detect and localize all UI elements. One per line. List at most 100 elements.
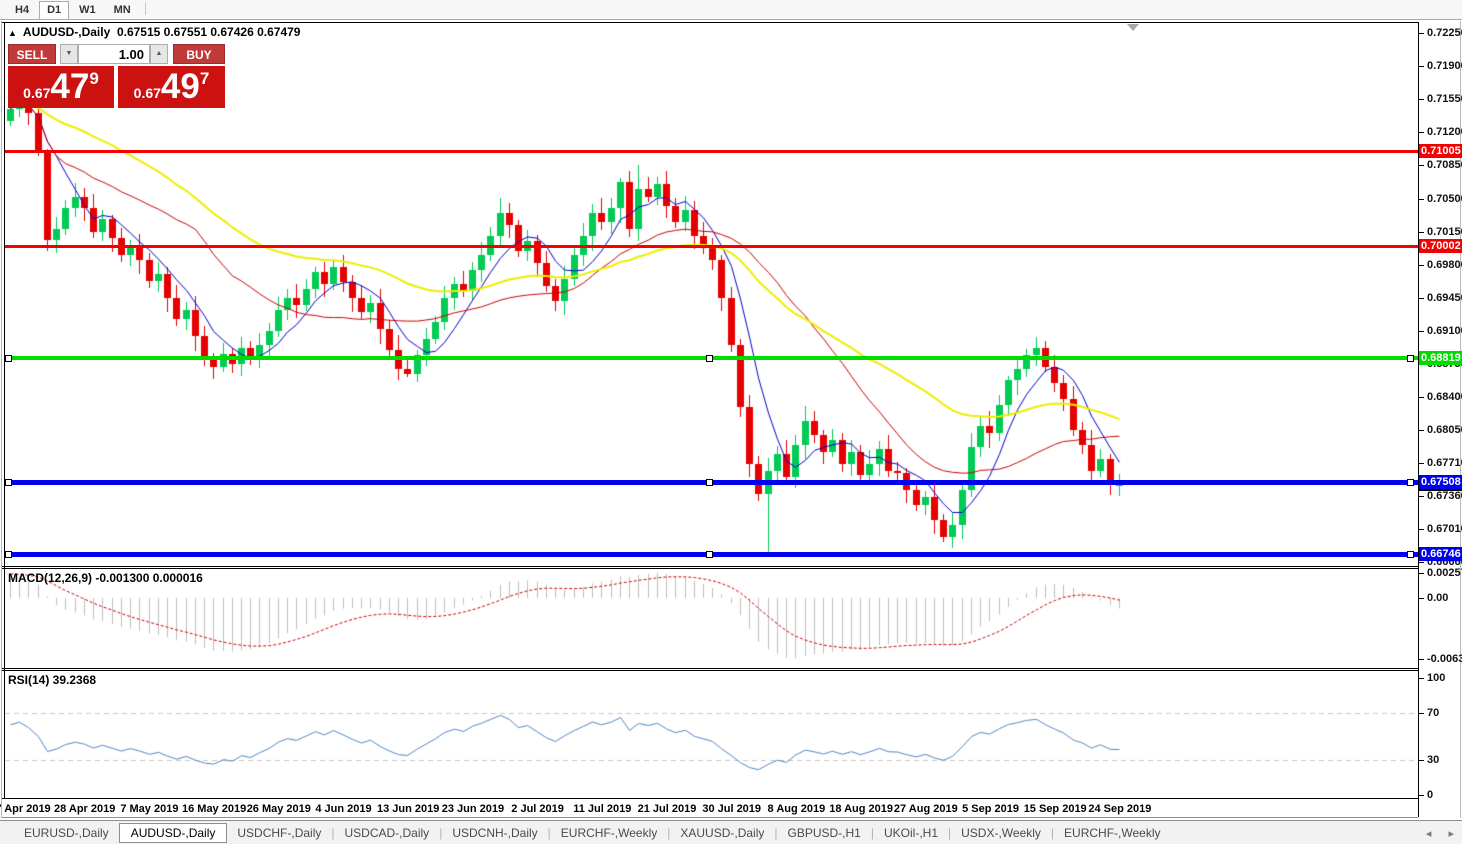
hline-handle[interactable] bbox=[5, 479, 12, 486]
date-axis-label: 30 Jul 2019 bbox=[702, 803, 762, 815]
ohlc-values: 0.67515 0.67551 0.67426 0.67479 bbox=[116, 25, 301, 39]
price-axis-tick bbox=[1419, 33, 1424, 34]
tab-scroll-arrows: ◂ ▸ bbox=[1412, 827, 1454, 840]
main-pane-top-border bbox=[2, 22, 1418, 23]
hline-price-tag: 0.67508 bbox=[1419, 475, 1462, 489]
date-axis-label: 8 Aug 2019 bbox=[767, 803, 826, 815]
volume-increase-button[interactable]: ▲ bbox=[150, 44, 168, 64]
hline-handle[interactable] bbox=[1407, 355, 1414, 362]
chart-symbol-title: AUDUSD-,Daily bbox=[22, 25, 111, 39]
chart-tab-bar: EURUSD-,Daily AUDUSD-,Daily USDCHF-,Daily |… bbox=[0, 820, 1462, 844]
tab-eurusd-daily[interactable]: EURUSD-,Daily bbox=[24, 826, 109, 840]
date-axis-label: 13 Jun 2019 bbox=[377, 803, 440, 815]
tab-gbpusd-h1[interactable]: GBPUSD-,H1 bbox=[787, 826, 861, 840]
buy-button[interactable]: BUY bbox=[173, 44, 225, 64]
tab-separator: | bbox=[1050, 826, 1055, 840]
trade-panel-collapse-icon[interactable]: ▲ bbox=[8, 28, 17, 38]
sell-price-button[interactable]: 0.67 47 9 bbox=[8, 66, 114, 108]
sell-button[interactable]: SELL bbox=[8, 44, 56, 64]
buy-price-big: 49 bbox=[160, 67, 200, 106]
hline-price-tag: 0.68819 bbox=[1419, 351, 1462, 365]
rsi-label: RSI(14) 39.2368 bbox=[8, 673, 97, 687]
macd-axis-tick bbox=[1419, 598, 1424, 599]
hline-handle[interactable] bbox=[706, 551, 713, 558]
tab-usdcad-daily[interactable]: USDCAD-,Daily bbox=[344, 826, 430, 840]
rsi-axis-tick bbox=[1419, 713, 1424, 714]
tab-usdcnh-daily[interactable]: USDCNH-,Daily bbox=[452, 826, 538, 840]
tab-separator: | bbox=[948, 826, 952, 840]
tab-usdx-weekly[interactable]: USDX-,Weekly bbox=[961, 826, 1041, 840]
date-axis-label: 4 Jun 2019 bbox=[315, 803, 372, 815]
price-axis-tick bbox=[1419, 397, 1424, 398]
sell-price-pipette: 9 bbox=[89, 69, 99, 88]
rsi-pane-top-border bbox=[2, 670, 1418, 671]
tab-scroll-left-icon[interactable]: ◂ bbox=[1425, 828, 1432, 840]
main-pane-bottom-border bbox=[2, 566, 1418, 567]
hline-0.70002[interactable] bbox=[5, 245, 1418, 248]
date-axis-label: 16 May 2019 bbox=[181, 803, 247, 815]
rsi-axis-label: 70 bbox=[1427, 707, 1440, 719]
macd-label: MACD(12,26,9) -0.001300 0.000016 bbox=[8, 571, 203, 585]
window-right-frame bbox=[1460, 21, 1461, 818]
tab-separator: | bbox=[870, 826, 874, 840]
buy-price-button[interactable]: 0.67 49 7 bbox=[118, 66, 225, 108]
price-axis-tick bbox=[1419, 430, 1424, 431]
date-axis-label: 27 Aug 2019 bbox=[893, 803, 958, 815]
buy-price-prefix: 0.67 bbox=[133, 85, 161, 101]
chart-shift-marker-icon[interactable] bbox=[1127, 24, 1139, 31]
macd-axis-label: 0.00 bbox=[1427, 592, 1449, 604]
tab-separator: | bbox=[439, 826, 443, 840]
hline-handle[interactable] bbox=[706, 355, 713, 362]
price-axis-tick bbox=[1419, 66, 1424, 67]
price-axis-tick bbox=[1419, 331, 1424, 332]
rsi-axis-label: 0 bbox=[1427, 789, 1434, 801]
macd-axis-label: 0.002574 bbox=[1427, 567, 1462, 579]
volume-decrease-button[interactable]: ▼ bbox=[60, 44, 78, 64]
tab-separator: | bbox=[331, 826, 335, 840]
price-axis-tick bbox=[1419, 496, 1424, 497]
tab-xauusd-daily[interactable]: XAUUSD-,Daily bbox=[680, 826, 765, 840]
hline-handle[interactable] bbox=[5, 355, 12, 362]
tab-ukoil-h1[interactable]: UKOil-,H1 bbox=[883, 826, 938, 840]
tab-usdchf-daily[interactable]: USDCHF-,Daily bbox=[237, 826, 322, 840]
price-axis-tick bbox=[1419, 298, 1424, 299]
tab-separator: | bbox=[774, 826, 778, 840]
rsi-axis-tick bbox=[1419, 795, 1424, 796]
volume-input[interactable] bbox=[78, 44, 150, 64]
date-axis-label: 11 Jul 2019 bbox=[573, 803, 632, 815]
tab-audusd-daily[interactable]: AUDUSD-,Daily bbox=[118, 823, 228, 843]
caret-down-icon: ▼ bbox=[65, 50, 73, 57]
hline-handle[interactable] bbox=[5, 551, 12, 558]
rsi-pane-bottom-border bbox=[2, 798, 1418, 799]
macd-pane-bottom-border bbox=[2, 668, 1418, 669]
price-axis-tick bbox=[1419, 463, 1424, 464]
hline-handle[interactable] bbox=[706, 479, 713, 486]
hline-0.71005[interactable] bbox=[5, 150, 1418, 153]
hline-price-tag: 0.71005 bbox=[1419, 144, 1462, 158]
window-bottom-border bbox=[2, 817, 1418, 818]
date-axis-label: 26 May 2019 bbox=[246, 803, 311, 815]
tab-separator: | bbox=[547, 826, 551, 840]
tab-eurchf-weekly[interactable]: EURCHF-,Weekly bbox=[1064, 826, 1161, 840]
hline-handle[interactable] bbox=[1407, 479, 1414, 486]
price-axis-tick bbox=[1419, 99, 1424, 100]
hline-handle[interactable] bbox=[1407, 551, 1414, 558]
tab-scroll-right-icon[interactable]: ▸ bbox=[1448, 828, 1454, 840]
date-axis-label: 24 Sep 2019 bbox=[1088, 803, 1152, 815]
price-axis-tick bbox=[1419, 132, 1424, 133]
window-left-frame bbox=[1, 21, 2, 818]
price-axis-separator[interactable] bbox=[1418, 22, 1419, 817]
macd-pane-top-border bbox=[2, 568, 1418, 569]
tab-eurchf-weekly[interactable]: EURCHF-,Weekly bbox=[560, 826, 658, 840]
